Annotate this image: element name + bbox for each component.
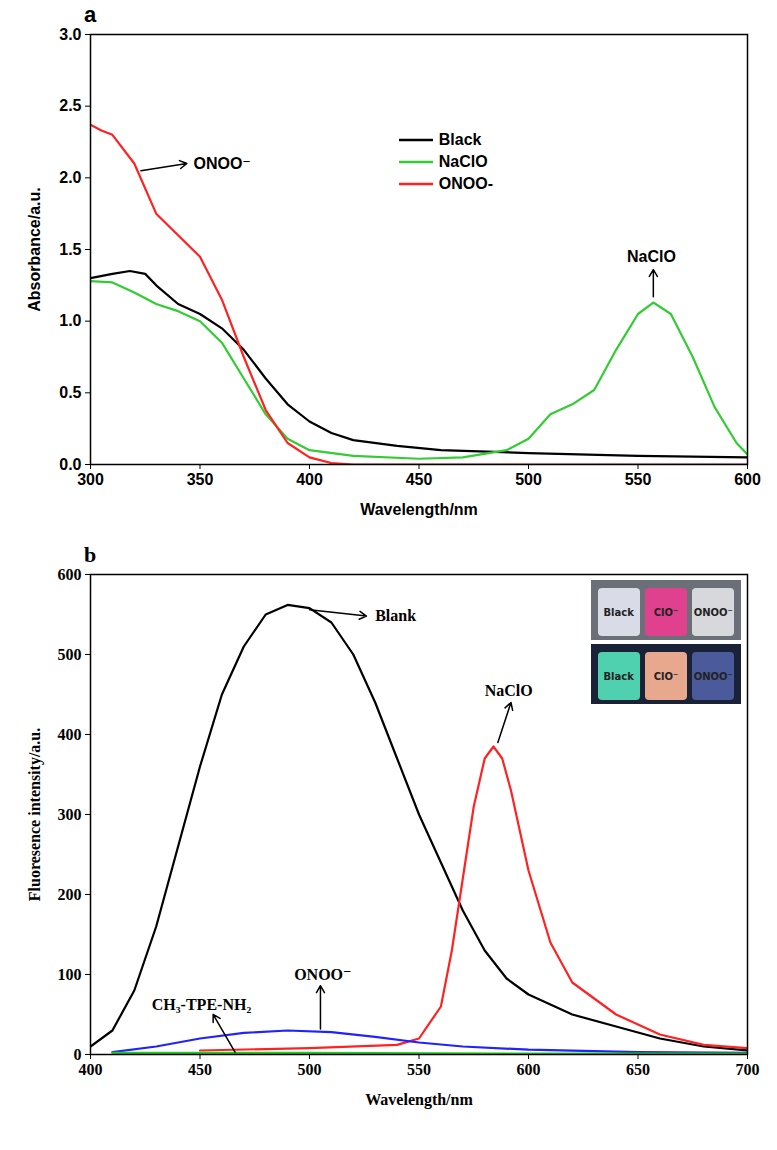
html-text:ONOO⁻: ONOO⁻ [693,670,733,682]
svg-text:0.0: 0.0 [59,455,82,473]
svg-text:2.0: 2.0 [59,169,81,186]
svg-text:Wavelength/nm: Wavelength/nm [360,501,478,518]
html-text:ONOO⁻: ONOO⁻ [693,606,733,618]
svg-text:300: 300 [58,806,82,823]
html-text:Black: Black [438,130,482,148]
svg-text:550: 550 [407,1061,431,1078]
svg-text:700: 700 [736,1061,760,1078]
svg-text:3.0: 3.0 [59,26,81,43]
svg-text:650: 650 [626,1061,650,1078]
svg-text:1.5: 1.5 [59,241,81,258]
svg-text:550: 550 [625,471,652,488]
svg-text:400: 400 [79,1061,103,1078]
svg-text:NaClO: NaClO [485,682,533,699]
svg-text:Absorbance/a.u.: Absorbance/a.u. [26,187,43,311]
html-text:ClO⁻: ClO⁻ [653,670,679,682]
svg-text:Wavelength/nm: Wavelength/nm [365,1091,473,1109]
svg-text:600: 600 [58,566,82,583]
svg-text:2.5: 2.5 [59,97,81,114]
svg-text:1.0: 1.0 [59,312,81,329]
html-text:b: b [84,542,97,567]
svg-text:NaClO: NaClO [627,248,676,265]
svg-text:500: 500 [298,1061,322,1078]
svg-text:400: 400 [296,471,323,488]
html-text:Black: Black [603,606,634,618]
svg-text:500: 500 [58,646,82,663]
svg-text:500: 500 [515,471,542,488]
svg-text:Blank: Blank [375,607,416,624]
svg-text:0.5: 0.5 [59,384,81,401]
svg-text:Fluoresence intensity/a.u.: Fluoresence intensity/a.u. [26,728,44,901]
html-text:Black: Black [603,670,634,682]
svg-text:CH₃-TPE-NH₂: CH₃-TPE-NH₂ [152,996,252,1013]
html-text:ONOO-: ONOO- [438,174,493,192]
svg-text:600: 600 [734,471,761,488]
html-text:a: a [84,2,97,27]
svg-text:600: 600 [517,1061,541,1078]
html-text:ClO⁻: ClO⁻ [653,606,679,618]
svg-text:300: 300 [77,471,104,488]
svg-text:100: 100 [58,966,82,983]
svg-text:450: 450 [188,1061,212,1078]
svg-text:400: 400 [58,726,82,743]
svg-text:ONOO⁻: ONOO⁻ [193,155,250,172]
svg-text:200: 200 [58,886,82,903]
html-text:NaClO: NaClO [438,152,488,170]
svg-text:0: 0 [73,1045,82,1063]
svg-text:350: 350 [187,471,214,488]
svg-text:ONOO⁻: ONOO⁻ [294,966,351,983]
svg-text:450: 450 [406,471,433,488]
